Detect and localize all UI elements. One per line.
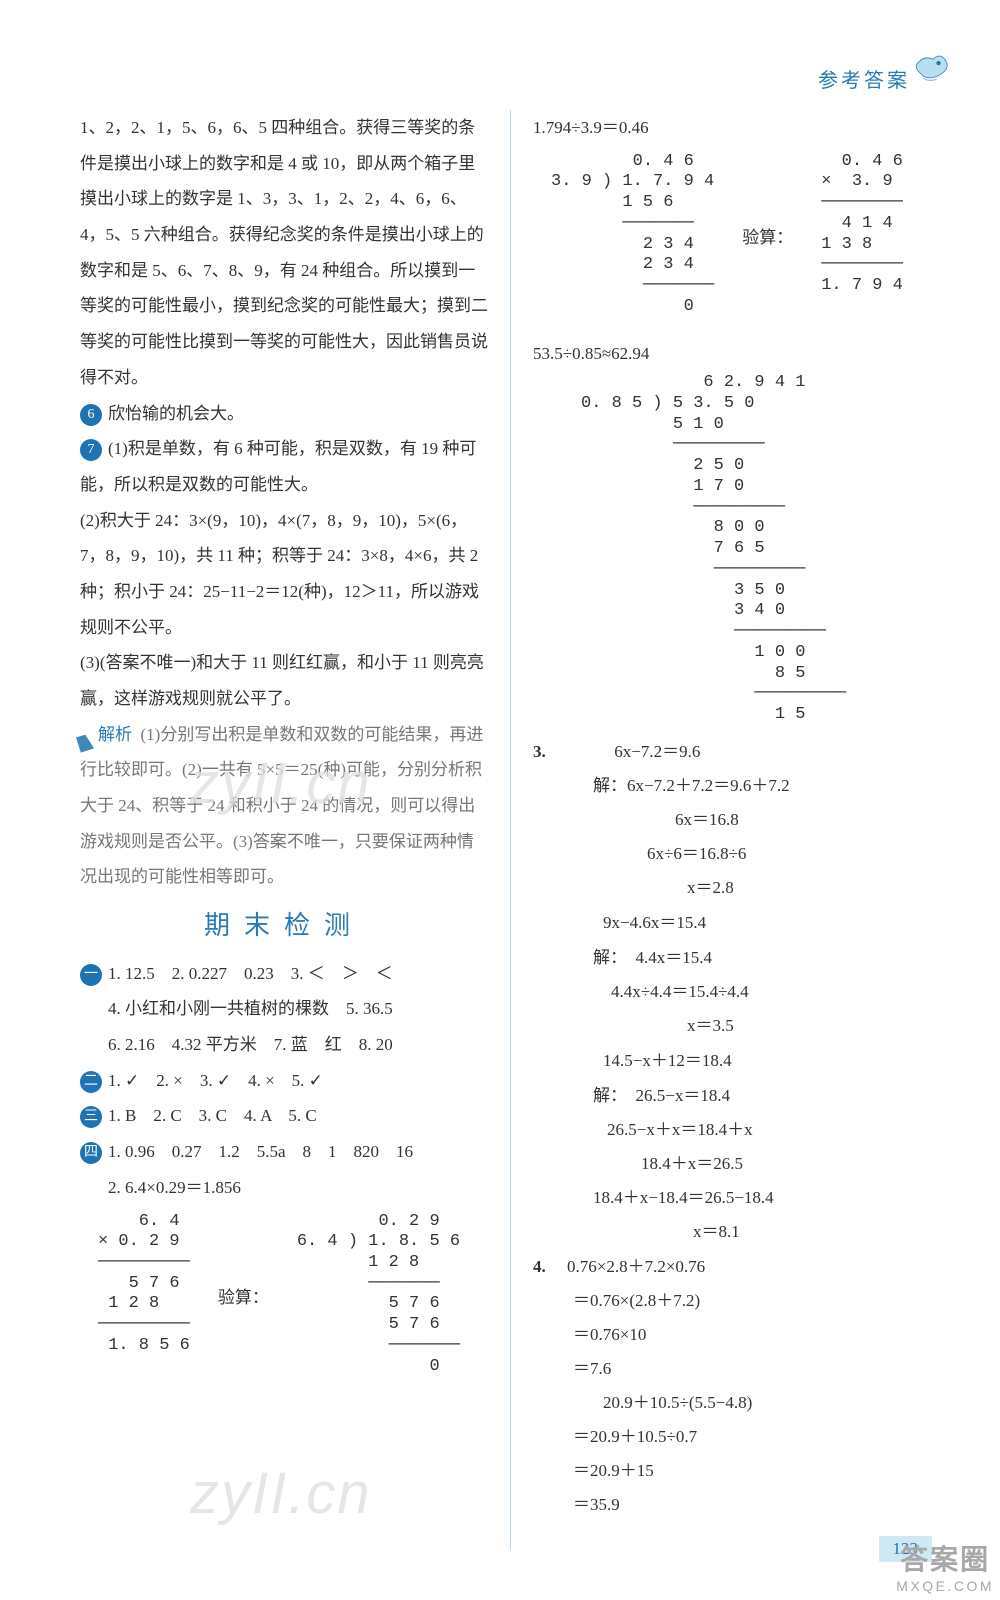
s1-8: 8. 20	[359, 1035, 393, 1054]
section-4: 四 1. 0.96 0.27 1.2 5.5a 8 1 820 16	[80, 1134, 488, 1170]
r1: 1.794÷3.9＝0.46	[533, 110, 940, 146]
s1-7: 7. 蓝 红	[274, 1035, 342, 1054]
q3-e2a: 解： 4.4x＝15.4	[593, 941, 940, 975]
q4-l2: ＝0.76×(2.8＋7.2)	[573, 1284, 940, 1318]
badge-line1: 答案圈	[896, 1538, 994, 1578]
q3-e3: 14.5−x＋12＝18.4	[533, 1043, 940, 1079]
s1-2: 2. 0.227 0.23	[172, 964, 274, 983]
q4-l6: ＝20.9＋10.5÷0.7	[573, 1420, 940, 1454]
calc-mult-64x029: 6. 4 × 0. 2 9 ───────── 5 7 6 1 2 8 ────…	[98, 1212, 190, 1357]
calc-row-1: 6. 4 × 0. 2 9 ───────── 5 7 6 1 2 8 ────…	[98, 1210, 488, 1386]
q3-e2b: 4.4x÷4.4＝15.4÷4.4	[593, 975, 940, 1009]
q3-e3a: 解： 26.5−x＝18.4	[593, 1079, 940, 1113]
q3-e1d: x＝2.8	[593, 871, 940, 905]
q4: 4. 0.76×2.8＋7.2×0.76	[533, 1249, 940, 1285]
columns: 1、2，2、1，5、6，6、5 四种组合。获得三等奖的条件是摸出小球上的数字和是…	[80, 110, 940, 1550]
circle-san-icon: 三	[80, 1106, 102, 1128]
q3: 3. 6x−7.2＝9.6	[533, 734, 940, 770]
section-1: 一 1. 12.5 2. 0.227 0.23 3. ＜ ＞ ＜	[80, 956, 488, 992]
q3-e1c: 6x÷6＝16.8÷6	[593, 837, 940, 871]
q3-block2: 解： 4.4x＝15.4 4.4x÷4.4＝15.4÷4.4 x＝3.5	[593, 941, 940, 1043]
r2: 53.5÷0.85≈62.94	[533, 336, 940, 372]
s1-5: 5. 36.5	[346, 999, 393, 1018]
s4-line1: 1. 0.96 0.27 1.2 5.5a 8 1 820 16	[108, 1142, 413, 1161]
circle-yi-icon: 一	[80, 964, 102, 986]
item-7-3: (3)(答案不唯一)和大于 11 则红红赢，和小于 11 则亮亮赢，这样游戏规则…	[80, 645, 488, 716]
circle-si-icon: 四	[80, 1142, 102, 1164]
analysis-block: 解析 (1)分别写出积是单数和双数的可能结果，再进行比较即可。(2)一共有 5×…	[80, 717, 488, 895]
q3-e1b: 6x＝16.8	[593, 803, 940, 837]
section-title: 期末检测	[80, 899, 488, 954]
s1-line2: 4. 小红和小刚一共植树的棵数 5. 36.5	[80, 991, 488, 1027]
s1-3: 3. ＜ ＞ ＜	[291, 964, 393, 983]
analysis-label: 解析	[80, 725, 132, 744]
circle-7-icon: 7	[80, 439, 102, 461]
badge-line2: MXQE.COM	[896, 1578, 994, 1594]
q4-l5: 20.9＋10.5÷(5.5−4.8)	[573, 1386, 940, 1420]
s1-4: 4. 小红和小刚一共植树的棵数	[108, 999, 329, 1018]
q4-label: 4.	[533, 1257, 546, 1276]
s1-line3: 6. 2.16 4.32 平方米 7. 蓝 红 8. 20	[80, 1027, 488, 1063]
paragraph: 1、2，2、1，5、6，6、5 四种组合。获得三等奖的条件是摸出小球上的数字和是…	[80, 110, 488, 396]
q3-e1: 6x−7.2＝9.6	[614, 742, 700, 761]
analysis-text: (1)分别写出积是单数和双数的可能结果，再进行比较即可。(2)一共有 5×5＝2…	[80, 725, 483, 887]
q3-e2c: x＝3.5	[593, 1009, 940, 1043]
left-column: 1、2，2、1，5、6，6、5 四种组合。获得三等奖的条件是摸出小球上的数字和是…	[80, 110, 510, 1550]
decor-icon	[912, 48, 950, 82]
item-7-1: (1)积是单数，有 6 种可能，积是双数，有 19 种可能，所以积是双数的可能性…	[80, 439, 476, 494]
circle-er-icon: 二	[80, 1071, 102, 1093]
bottom-badge: 答案圈 MXQE.COM	[896, 1538, 994, 1594]
s1-6: 6. 2.16 4.32 平方米	[108, 1035, 257, 1054]
item-6-text: 欣怡输的机会大。	[108, 404, 244, 423]
q4-l8: ＝35.9	[573, 1488, 940, 1522]
circle-6-icon: 6	[80, 404, 102, 426]
section-2: 二 1. ✓ 2. × 3. ✓ 4. × 5. ✓	[80, 1063, 488, 1099]
verify-label-r: 验算：	[742, 220, 793, 256]
item-7: 7(1)积是单数，有 6 种可能，积是双数，有 19 种可能，所以积是双数的可能…	[80, 431, 488, 502]
q4-l1: 0.76×2.8＋7.2×0.76	[567, 1257, 705, 1276]
verify-label: 验算：	[218, 1280, 269, 1316]
calc-mult-046: 0. 4 6 × 3. 9 ──────── 4 1 4 1 3 8 ─────…	[821, 152, 903, 297]
q3-e3e: x＝8.1	[593, 1215, 940, 1249]
q4-l3: ＝0.76×10	[573, 1318, 940, 1352]
q3-block1: 解：6x−7.2＋7.2＝9.6＋7.2 6x＝16.8 6x÷6＝16.8÷6…	[593, 769, 940, 905]
s1-1: 1. 12.5	[108, 964, 155, 983]
q4-l4: ＝7.6	[573, 1352, 940, 1386]
q3-e1a: 解：6x−7.2＋7.2＝9.6＋7.2	[593, 769, 940, 803]
q3-label: 3.	[533, 742, 546, 761]
s4-line2: 2. 6.4×0.29＝1.856	[80, 1170, 488, 1206]
item-6: 6 欣怡输的机会大。	[80, 396, 488, 432]
q3-e3d: 18.4＋x−18.4＝26.5−18.4	[593, 1181, 940, 1215]
calc-row-2: 0. 4 6 3. 9 ) 1. 7. 9 4 1 5 6 ─────── 2 …	[551, 150, 940, 326]
s3-text: 1. B 2. C 3. C 4. A 5. C	[108, 1106, 317, 1125]
q3-e2: 9x−4.6x＝15.4	[533, 905, 940, 941]
calc-div-029: 0. 2 9 6. 4 ) 1. 8. 5 6 1 2 8 ─────── 5 …	[297, 1212, 460, 1378]
header-title: 参考答案	[818, 64, 910, 93]
page: 参考答案 1、2，2、1，5、6，6、5 四种组合。获得三等奖的条件是摸出小球上…	[0, 0, 1000, 1600]
q4-block: ＝0.76×(2.8＋7.2) ＝0.76×10 ＝7.6 20.9＋10.5÷…	[573, 1284, 940, 1522]
q3-e3b: 26.5−x＋x＝18.4＋x	[593, 1113, 940, 1147]
q3-block3: 解： 26.5−x＝18.4 26.5−x＋x＝18.4＋x 18.4＋x＝26…	[593, 1079, 940, 1249]
calc-div-046: 0. 4 6 3. 9 ) 1. 7. 9 4 1 5 6 ─────── 2 …	[551, 152, 714, 318]
right-column: 1.794÷3.9＝0.46 0. 4 6 3. 9 ) 1. 7. 9 4 1…	[510, 110, 940, 1550]
q4-l7: ＝20.9＋15	[573, 1454, 940, 1488]
section-3: 三 1. B 2. C 3. C 4. A 5. C	[80, 1098, 488, 1134]
s2-text: 1. ✓ 2. × 3. ✓ 4. × 5. ✓	[108, 1071, 323, 1090]
q3-e3c: 18.4＋x＝26.5	[593, 1147, 940, 1181]
item-7-2: (2)积大于 24：3×(9，10)，4×(7，8，9，10)，5×(6，7，8…	[80, 503, 488, 646]
calc-div-6294: 6 2. 9 4 1 0. 8 5 ) 5 3. 5 0 5 1 0 ─────…	[581, 373, 940, 725]
